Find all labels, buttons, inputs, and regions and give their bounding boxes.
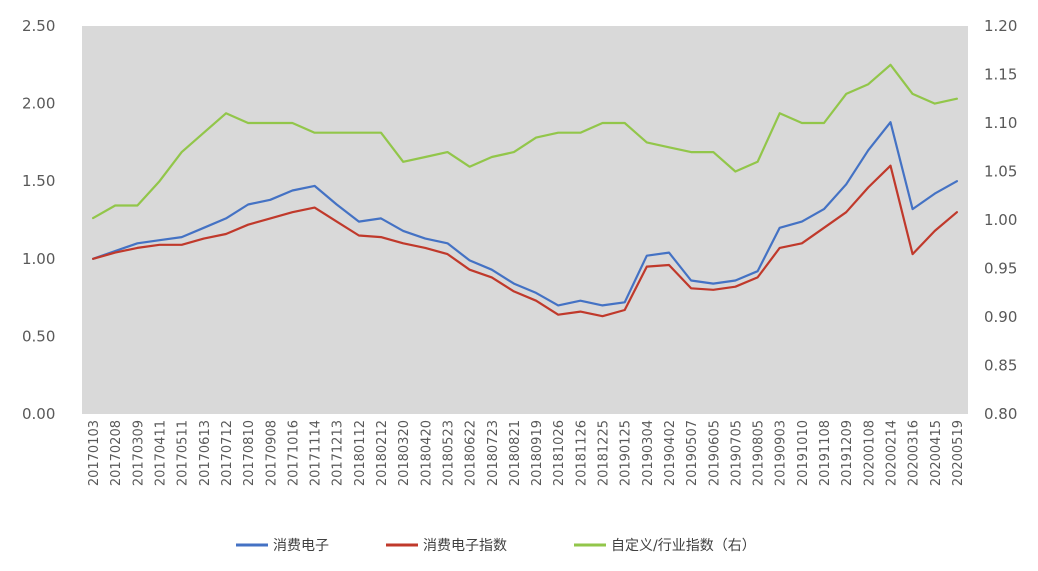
right-y-tick-label: 0.85 [984, 357, 1017, 375]
x-tick-label: 20180622 [464, 420, 479, 486]
x-tick-label: 20180523 [442, 420, 457, 486]
x-tick-label: 20180212 [375, 420, 390, 486]
x-tick-label: 20200519 [951, 420, 966, 486]
legend-label: 消费电子指数 [423, 538, 507, 554]
x-tick-label: 20180821 [508, 420, 523, 486]
x-tick-label: 20180320 [397, 420, 412, 486]
x-tick-label: 20190605 [707, 420, 722, 486]
left-y-tick-label: 1.00 [22, 250, 55, 268]
x-axis: 20170103 20170208 20170309 20170411 20170511… [87, 420, 966, 486]
legend-label: 消费电子 [273, 538, 329, 554]
right-y-tick-label: 1.05 [984, 163, 1017, 181]
x-tick-label: 20171016 [286, 420, 301, 486]
legend: 消费电子 消费电子指数 自定义/行业指数（右） [236, 538, 756, 554]
x-tick-label: 20171213 [331, 420, 346, 486]
x-tick-label: 20190903 [774, 420, 789, 486]
series-line-0 [91, 121, 959, 307]
x-tick-label: 20200108 [862, 420, 877, 486]
left-y-tick-label: 0.00 [22, 405, 55, 423]
x-tick-label: 20171114 [309, 420, 324, 486]
x-tick-label: 20170810 [242, 420, 257, 486]
right-y-tick-label: 0.80 [984, 405, 1017, 423]
x-tick-label: 20170411 [154, 420, 169, 486]
x-tick-label: 20190402 [663, 420, 678, 486]
x-tick-label: 20180112 [353, 420, 368, 486]
x-tick-label: 20170309 [131, 420, 146, 486]
x-tick-label: 20200415 [929, 420, 944, 486]
x-tick-label: 20190304 [641, 420, 656, 486]
plot-area [82, 26, 968, 414]
x-tick-label: 20200316 [907, 420, 922, 486]
x-tick-label: 20170208 [109, 420, 124, 486]
x-tick-label: 20200214 [885, 420, 900, 486]
x-tick-label: 20181026 [552, 420, 567, 486]
x-tick-label: 20191010 [796, 420, 811, 486]
right-y-tick-label: 1.20 [984, 17, 1017, 35]
x-tick-label: 20170103 [87, 420, 102, 486]
x-tick-label: 20180723 [486, 420, 501, 486]
x-tick-label: 20170712 [220, 420, 235, 486]
x-tick-label: 20170908 [264, 420, 279, 486]
left-y-tick-label: 0.50 [22, 327, 55, 345]
x-tick-label: 20170511 [176, 420, 191, 486]
right-y-tick-label: 1.10 [984, 114, 1017, 132]
x-tick-label: 20191108 [818, 420, 833, 486]
series-lines [91, 63, 959, 318]
x-tick-label: 20180919 [530, 420, 545, 486]
left-y-tick-label: 2.50 [22, 17, 55, 35]
x-tick-label: 20180420 [419, 420, 434, 486]
series-line-1 [91, 164, 959, 318]
right-y-axis: 0.80 0.85 0.90 0.95 1.00 1.05 1.10 1.15 1.20 [984, 17, 1017, 423]
right-y-tick-label: 1.15 [984, 66, 1017, 84]
x-tick-label: 20191209 [840, 420, 855, 486]
right-y-tick-label: 0.90 [984, 308, 1017, 326]
left-y-tick-label: 1.50 [22, 172, 55, 190]
x-tick-label: 20181225 [597, 420, 612, 486]
x-tick-label: 20190705 [729, 420, 744, 486]
right-y-tick-label: 1.00 [984, 211, 1017, 229]
series-line-2 [91, 63, 959, 220]
x-tick-label: 20170613 [198, 420, 213, 486]
x-tick-label: 20190507 [685, 420, 700, 486]
legend-label: 自定义/行业指数（右） [611, 538, 756, 554]
right-y-tick-label: 0.95 [984, 260, 1017, 278]
x-tick-label: 20181126 [574, 420, 589, 486]
left-y-axis: 0.00 0.50 1.00 1.50 2.00 2.50 [22, 17, 55, 423]
x-tick-label: 20190125 [619, 420, 634, 486]
left-y-tick-label: 2.00 [22, 95, 55, 113]
x-tick-label: 20190805 [752, 420, 767, 486]
